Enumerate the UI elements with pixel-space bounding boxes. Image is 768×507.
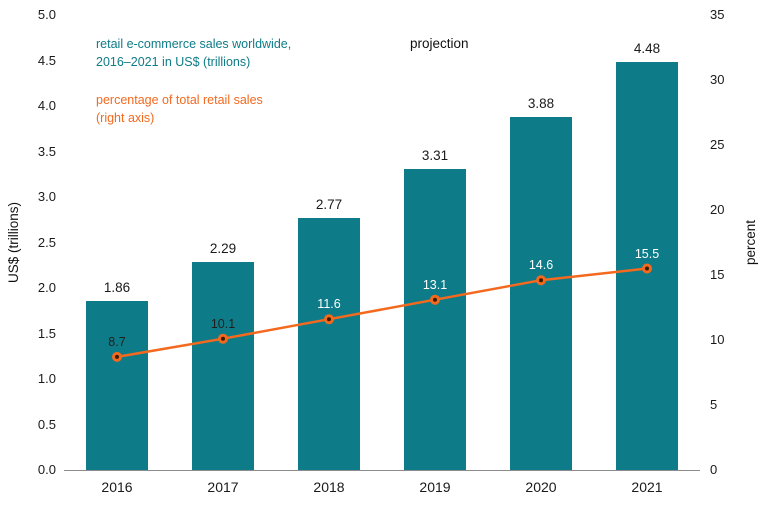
line-marker-center bbox=[645, 266, 649, 271]
line-marker-center bbox=[327, 317, 331, 322]
x-label-2021: 2021 bbox=[631, 479, 663, 495]
right-tick-25: 25 bbox=[710, 137, 725, 152]
left-tick-5.0: 5.0 bbox=[37, 7, 56, 22]
right-tick-30: 30 bbox=[710, 72, 725, 87]
bar-value-label-2019: 3.31 bbox=[421, 147, 449, 163]
projection-annotation: projection bbox=[410, 36, 469, 51]
bar-2018 bbox=[298, 217, 360, 470]
left-tick-1.5: 1.5 bbox=[37, 325, 56, 341]
left-tick-4.5: 4.5 bbox=[37, 52, 56, 68]
bar-value-label-2020: 3.88 bbox=[527, 95, 555, 111]
x-label-2017: 2017 bbox=[207, 479, 239, 495]
right-tick-20: 20 bbox=[710, 202, 725, 217]
line-value-label-2021: 15.5 bbox=[634, 246, 660, 261]
right-tick-5: 5 bbox=[710, 397, 718, 412]
plot-area: 1.86 2.29 2.77 3.31 3.88 4.48 8.7 10.1 11.6 13.1 1… bbox=[64, 15, 700, 471]
left-tick-0.0: 0.0 bbox=[37, 462, 56, 477]
left-tick-3.5: 3.5 bbox=[37, 143, 56, 159]
bar-2020 bbox=[510, 116, 572, 470]
legend-bar-series: retail e-commerce sales worldwide, 2016–… bbox=[96, 37, 292, 69]
left-tick-2.5: 2.5 bbox=[37, 234, 56, 250]
percentage-line bbox=[116, 267, 648, 359]
x-label-2016: 2016 bbox=[101, 479, 133, 495]
left-tick-4.0: 4.0 bbox=[37, 98, 56, 113]
bar-value-label-2021: 4.48 bbox=[633, 41, 661, 57]
line-marker-center bbox=[433, 297, 437, 302]
right-tick-35: 35 bbox=[710, 7, 725, 22]
right-axis-title-text: percent bbox=[742, 219, 758, 266]
bar-2016 bbox=[86, 300, 148, 470]
left-tick-2.0: 2.0 bbox=[37, 280, 56, 295]
bar-value-label-2016: 1.86 bbox=[103, 279, 131, 295]
line-marker-center bbox=[115, 354, 119, 359]
line-value-label-2019: 13.1 bbox=[422, 277, 448, 292]
bar-value-label-2018: 2.77 bbox=[315, 196, 343, 212]
line-value-label-2016: 8.7 bbox=[108, 334, 126, 349]
x-label-2018: 2018 bbox=[313, 479, 345, 495]
line-value-label-2018: 11.6 bbox=[317, 297, 341, 312]
bar-value-label-2017: 2.29 bbox=[209, 240, 237, 256]
left-tick-3.0: 3.0 bbox=[37, 189, 56, 204]
right-tick-10: 10 bbox=[710, 332, 725, 347]
right-tick-15: 15 bbox=[710, 267, 725, 282]
x-label-2019: 2019 bbox=[419, 479, 451, 495]
line-marker-center bbox=[539, 278, 543, 283]
bar-2017 bbox=[192, 261, 254, 470]
line-value-label-2020: 14.6 bbox=[528, 258, 554, 273]
legend-line-series: percentage of total retail sales (right … bbox=[96, 93, 263, 125]
right-tick-0: 0 bbox=[710, 462, 718, 477]
line-series-svg bbox=[112, 263, 652, 362]
left-tick-0.5: 0.5 bbox=[37, 416, 56, 432]
x-label-2020: 2020 bbox=[525, 479, 557, 495]
line-marker-center bbox=[221, 336, 225, 341]
bar-2019 bbox=[404, 168, 466, 470]
line-value-label-2017: 10.1 bbox=[210, 316, 236, 331]
left-tick-1.0: 1.0 bbox=[37, 371, 56, 386]
